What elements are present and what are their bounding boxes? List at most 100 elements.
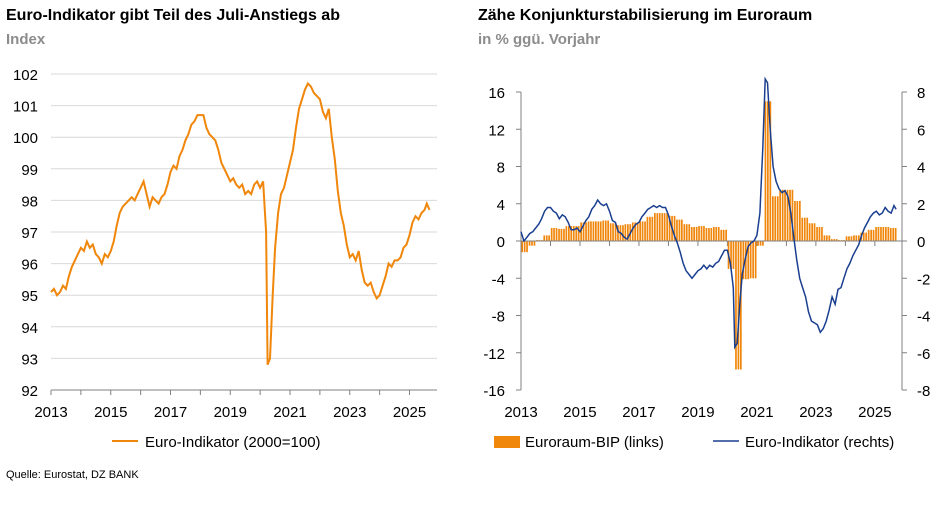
bar-bip (710, 228, 713, 241)
series-line-euro-indikator (50, 81, 431, 366)
bar-bip (683, 224, 686, 241)
bar-bip (631, 222, 634, 241)
bar-bip (867, 229, 870, 241)
bar-bip (767, 101, 769, 241)
bar-bip (550, 228, 553, 241)
bar-bip (563, 228, 565, 241)
bar-bip (813, 223, 816, 241)
bar-bip (622, 225, 624, 241)
bar-bip (818, 227, 821, 241)
bar-bip (627, 224, 629, 241)
bar-bip (651, 216, 654, 241)
bar-bip (715, 227, 718, 241)
bar-bip (582, 222, 585, 241)
bar-bip (776, 196, 779, 241)
bar-bip (558, 228, 560, 241)
bar-bip (737, 241, 740, 370)
y-left-tick-label: -4 (492, 271, 505, 288)
left-chart-subtitle: Index (6, 31, 46, 48)
bar-bip (604, 220, 607, 241)
bar-bip (612, 223, 614, 241)
bar-bip (560, 228, 563, 241)
x-tick-label: 2025 (858, 404, 891, 421)
bar-bip (654, 213, 656, 241)
bar-bip (658, 213, 661, 241)
bar-bip (695, 227, 698, 241)
bar-bip (740, 241, 742, 370)
bar-bip (646, 216, 649, 241)
bar-bip (850, 236, 853, 241)
bar-bip (572, 226, 575, 241)
bar-bip (568, 226, 570, 241)
bar-bip (636, 222, 639, 241)
y-left-tick-label: -8 (492, 309, 505, 326)
bar-bip (575, 226, 578, 241)
bar-bip (725, 229, 727, 241)
bar-bip (759, 241, 762, 246)
bar-bip (521, 241, 523, 253)
bar-bip (786, 189, 789, 241)
bar-bip (666, 213, 668, 241)
bar-bip (713, 227, 715, 241)
bar-bip (577, 226, 580, 241)
bar-bip (764, 101, 767, 241)
bar-bip (784, 189, 786, 241)
bar-bip (769, 101, 772, 241)
bar-bip (624, 224, 627, 241)
bar-bip (872, 229, 875, 241)
y-tick-label: 101 (13, 99, 38, 116)
bar-bip (639, 221, 641, 241)
bar-bip (848, 236, 850, 241)
x-tick-label: 2013 (34, 404, 67, 421)
y-left-tick-label: 0 (497, 234, 505, 251)
legend-label-euro-indikator: Euro-Indikator (2000=100) (145, 434, 321, 451)
bar-bip (649, 216, 651, 241)
x-tick-label: 2021 (273, 404, 306, 421)
bar-bip (717, 227, 720, 241)
y-right-tick-label: -6 (917, 346, 930, 363)
y-tick-label: 98 (21, 193, 38, 210)
bar-bip (816, 227, 818, 241)
bar-bip (595, 221, 597, 241)
bar-bip (757, 241, 759, 246)
bar-bip (808, 223, 811, 241)
bar-bip (833, 239, 836, 241)
bar-bip (565, 226, 568, 241)
bar-bip (762, 241, 764, 246)
x-tick-label: 2017 (622, 404, 655, 421)
y-right-tick-label: 4 (917, 160, 925, 177)
bar-bip (835, 239, 838, 241)
y-tick-label: 99 (21, 162, 38, 179)
bar-bip (531, 241, 533, 246)
y-tick-label: 94 (21, 320, 38, 337)
bar-bip (830, 239, 833, 241)
y-tick-label: 95 (21, 288, 38, 305)
bar-bip (862, 232, 865, 241)
bar-bip (545, 235, 548, 241)
series-line-euro-indikator-rechts (520, 76, 897, 350)
bar-bip (705, 228, 708, 241)
bar-bip (585, 222, 587, 241)
bar-bip (749, 241, 752, 279)
y-right-tick-label: -2 (917, 271, 930, 288)
bar-bip (855, 235, 858, 241)
bar-bip (747, 241, 750, 280)
bar-bip (870, 229, 872, 241)
x-tick-label: 2015 (563, 404, 596, 421)
bar-bip (845, 236, 848, 241)
bar-bip (722, 229, 725, 241)
bar-bip (732, 241, 735, 269)
bar-bip (708, 228, 710, 241)
bar-bip (730, 241, 732, 269)
right-chart: -16 -12 -8 -4 0 4 8 12 16 -8 -6 -4 -2 0 2 4 6 8 2013 2015… (483, 76, 930, 451)
bar-bip (811, 223, 813, 241)
bar-bip (794, 201, 796, 241)
bar-bip (673, 215, 676, 241)
bar-bip (703, 226, 705, 241)
y-left-tick-label: -12 (483, 346, 505, 363)
x-tick-label: 2025 (393, 404, 426, 421)
bar-bip (688, 224, 691, 241)
bar-bip (602, 220, 605, 241)
bar-bip (858, 235, 860, 241)
bar-bip (678, 219, 681, 241)
